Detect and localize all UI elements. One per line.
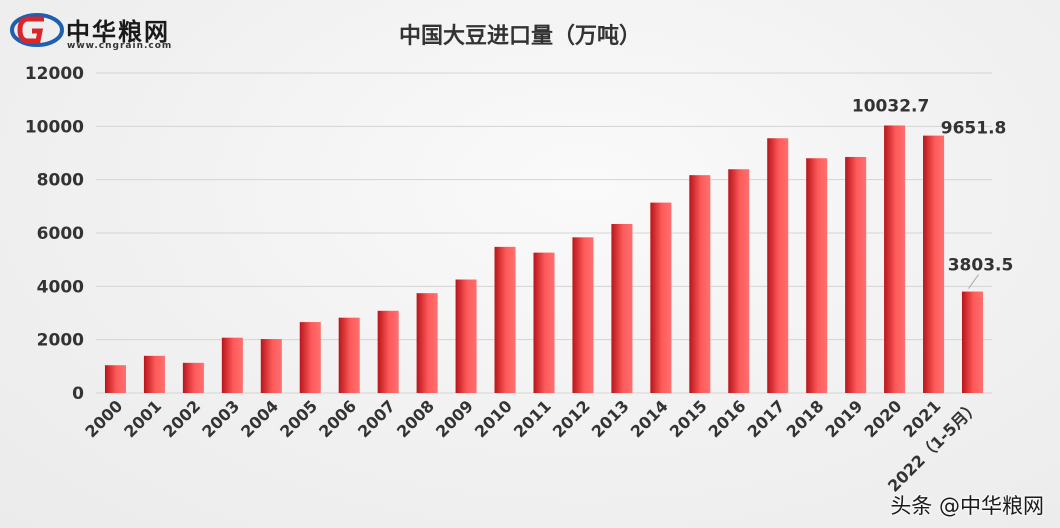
x-axis-ticks: 2000200120022003200420052006200720082009… [81,396,983,495]
logo: 中华粮网 www.cngrain.com [10,10,210,54]
y-tick-label: 10000 [25,117,84,137]
x-tick-label: 2014 [627,396,672,441]
data-label: 3803.5 [948,256,1014,276]
bar [767,138,789,393]
bar [455,279,477,393]
data-label: 9651.8 [941,119,1007,139]
logo-url: www.cngrain.com [67,41,173,51]
cngrain-logo-icon [10,13,64,47]
bar [728,169,750,393]
x-tick-label: 2007 [354,396,399,441]
x-tick-label: 2018 [783,396,828,441]
x-tick-label: 2020 [861,396,906,441]
x-tick-label: 2017 [744,396,789,441]
y-tick-label: 2000 [37,331,84,351]
x-tick-label: 2015 [666,396,711,441]
x-tick-label: 2010 [471,396,516,441]
x-tick-label: 2009 [432,396,477,441]
bar [338,317,360,393]
data-label: 10032.7 [852,96,929,116]
bar [650,202,672,393]
y-tick-label: 8000 [37,171,84,191]
x-tick-label: 2011 [510,396,555,441]
bar [494,246,516,393]
x-tick-label: 2019 [822,396,867,441]
bar [182,362,204,393]
bar [923,135,945,394]
bar [416,293,438,393]
x-tick-label: 2003 [198,396,243,441]
bar [533,252,555,393]
data-label-leader [968,274,979,289]
bar [689,175,711,393]
chart-title: 中国大豆进口量（万吨） [398,24,641,49]
bar [884,125,906,393]
data-labels: 10032.7 9651.8 3803.5 [852,96,1014,289]
x-tick-label: 2001 [120,396,165,441]
bar [143,355,165,393]
x-tick-label: 2006 [315,396,360,441]
x-tick-label: 2005 [276,396,321,441]
x-tick-label: 2000 [81,396,126,441]
y-tick-label: 12000 [25,64,84,84]
watermark: 头条 @中华粮网 [890,494,1044,518]
bar [377,310,399,393]
y-axis-ticks: 0 2000 4000 6000 8000 10000 12000 [25,64,84,404]
logo-name: 中华粮网 [66,18,170,46]
bars [104,125,984,394]
y-tick-label: 6000 [37,224,84,244]
bar [806,158,828,393]
bar [962,291,984,393]
x-tick-label: 2013 [588,396,633,441]
x-tick-label: 2002 [159,396,204,441]
bar [221,337,243,393]
bar [572,237,594,393]
y-tick-label: 0 [72,384,84,404]
x-tick-label: 2004 [237,396,282,441]
bar [845,156,867,393]
bar [299,322,321,393]
x-tick-label: 2012 [549,396,594,441]
bar [104,365,126,393]
bar [611,223,633,393]
x-tick-label: 2016 [705,396,750,441]
bar [260,339,282,393]
x-tick-label: 2008 [393,396,438,441]
y-tick-label: 4000 [37,277,84,297]
